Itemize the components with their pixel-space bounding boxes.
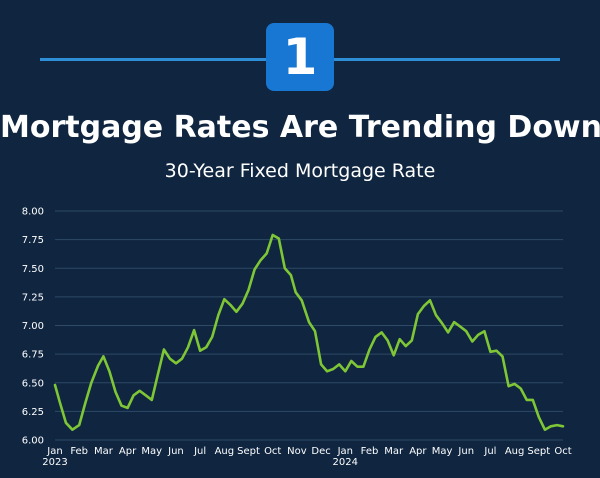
x-tick-label: Feb	[70, 446, 88, 457]
x-tick-label: Oct	[264, 446, 281, 457]
x-tick-label: Jun	[167, 446, 184, 457]
x-tick-label: Jul	[193, 446, 206, 457]
x-tick-label: Apr	[119, 446, 137, 457]
x-tick-label: Jul	[483, 446, 496, 457]
series-line	[53, 233, 565, 432]
y-tick-label: 7.00	[22, 321, 44, 332]
x-tick-label: Sept	[527, 446, 550, 457]
x-tick-label: Apr	[409, 446, 427, 457]
x-tick-label: Sept	[237, 446, 260, 457]
x-tick-year-label: 2024	[333, 457, 358, 468]
x-tick-label: Jan	[46, 446, 62, 457]
x-tick-label: Aug	[215, 446, 235, 457]
y-tick-label: 6.50	[22, 378, 44, 389]
x-tick-label: Nov	[287, 446, 307, 457]
y-tick-label: 7.50	[22, 264, 44, 275]
y-tick-label: 6.25	[22, 407, 44, 418]
series-group	[53, 233, 565, 432]
x-tick-label: Jun	[457, 446, 474, 457]
x-tick-label: Oct	[554, 446, 571, 457]
header-rule-left	[40, 58, 268, 61]
x-tick-label: Feb	[361, 446, 379, 457]
x-tick-label: Aug	[505, 446, 525, 457]
y-tick-label: 6.75	[22, 350, 44, 361]
y-tick-label: 8.00	[22, 207, 44, 218]
header-rule-right	[332, 58, 560, 61]
gridlines	[55, 210, 563, 441]
x-tick-label: Dec	[311, 446, 330, 457]
x-tick-label: May	[432, 446, 453, 457]
x-tick-label: Mar	[94, 446, 114, 457]
x-tick-label: May	[141, 446, 162, 457]
number-badge: 1	[266, 23, 334, 91]
y-tick-label: 6.00	[22, 436, 44, 447]
chart-subtitle: 30-Year Fixed Mortgage Rate	[164, 160, 436, 182]
y-axis-ticks: 8.00 7.75 7.50 7.25 7.00 6.75 6.50 6.25 6.00	[22, 207, 44, 447]
x-tick-label: Jan	[337, 446, 353, 457]
y-tick-label: 7.25	[22, 292, 44, 303]
x-tick-year-label: 2023	[42, 457, 67, 468]
x-tick-label: Mar	[384, 446, 404, 457]
y-tick-label: 7.75	[22, 235, 44, 246]
chart-title: Mortgage Rates Are Trending Down	[0, 110, 600, 145]
